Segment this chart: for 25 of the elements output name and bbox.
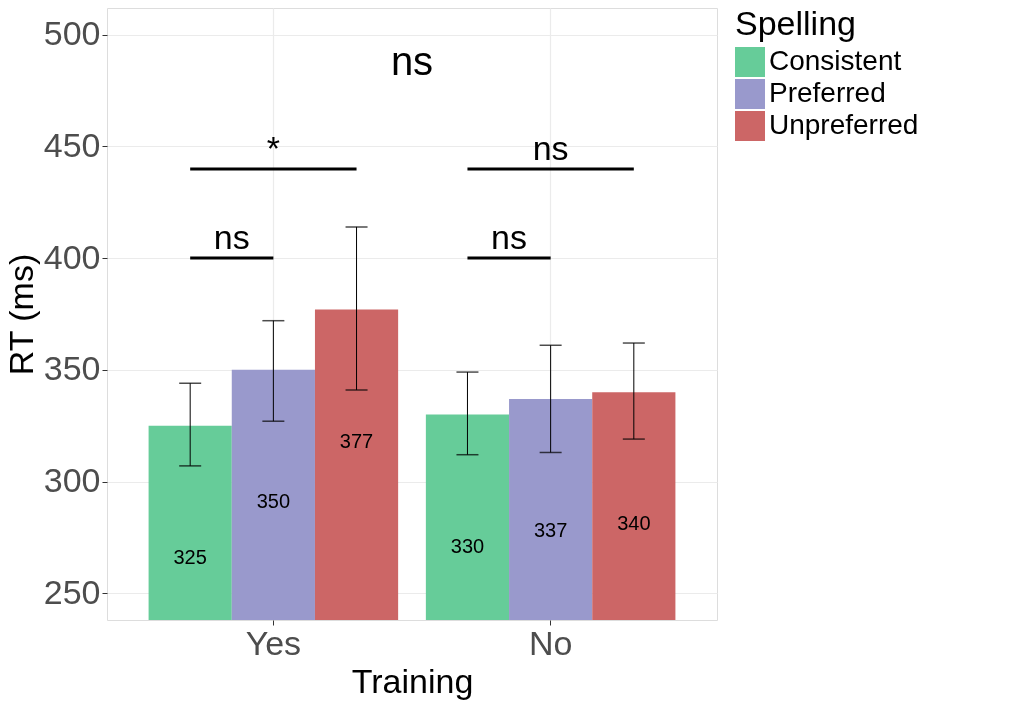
y-tick-label: 450 xyxy=(43,125,101,164)
y-tick-label: 500 xyxy=(43,14,101,53)
data-label: 340 xyxy=(617,512,651,535)
annotation: ns xyxy=(491,218,528,256)
x-axis-title: Training xyxy=(351,661,474,700)
data-label: 325 xyxy=(173,545,207,568)
y-tick-label: 400 xyxy=(43,237,101,276)
legend-label: Preferred xyxy=(769,77,886,108)
y-tick-label: 250 xyxy=(43,572,101,611)
legend-label: Consistent xyxy=(769,45,902,76)
legend-label: Unpreferred xyxy=(769,109,919,140)
x-tick-label: No xyxy=(528,623,573,662)
y-axis-title: RT (ms) xyxy=(1,253,40,376)
data-label: 377 xyxy=(339,429,374,452)
data-label: 337 xyxy=(533,518,568,541)
annotation: ns xyxy=(213,218,250,256)
annotation: ns xyxy=(390,39,434,83)
annotation: * xyxy=(266,129,280,167)
y-tick-label: 350 xyxy=(43,349,101,388)
data-label: 330 xyxy=(450,534,485,557)
y-tick-label: 300 xyxy=(43,461,101,500)
x-tick-label: Yes xyxy=(245,623,302,662)
annotation: ns xyxy=(532,129,569,167)
legend-title: Spelling xyxy=(735,4,856,42)
data-label: 350 xyxy=(256,489,291,512)
